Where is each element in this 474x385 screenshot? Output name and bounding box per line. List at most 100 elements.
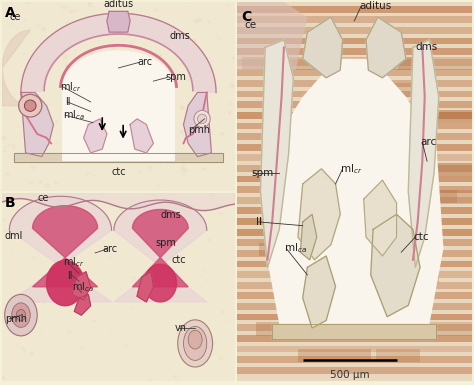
Ellipse shape bbox=[193, 20, 195, 23]
Ellipse shape bbox=[137, 67, 139, 69]
Ellipse shape bbox=[40, 27, 46, 31]
Ellipse shape bbox=[43, 302, 46, 304]
Polygon shape bbox=[399, 110, 474, 123]
Polygon shape bbox=[261, 40, 293, 268]
Polygon shape bbox=[63, 51, 174, 161]
Text: pmh: pmh bbox=[5, 314, 27, 324]
Ellipse shape bbox=[154, 183, 155, 184]
Ellipse shape bbox=[200, 146, 201, 147]
Ellipse shape bbox=[205, 279, 209, 281]
Ellipse shape bbox=[221, 310, 224, 314]
Ellipse shape bbox=[151, 129, 156, 133]
Ellipse shape bbox=[219, 212, 223, 215]
Ellipse shape bbox=[54, 182, 58, 185]
Ellipse shape bbox=[79, 29, 83, 33]
Polygon shape bbox=[371, 243, 422, 256]
Ellipse shape bbox=[129, 41, 134, 44]
Polygon shape bbox=[137, 272, 153, 302]
Polygon shape bbox=[237, 112, 472, 119]
Polygon shape bbox=[368, 84, 413, 97]
Ellipse shape bbox=[57, 207, 61, 211]
Ellipse shape bbox=[44, 184, 50, 188]
Ellipse shape bbox=[138, 171, 141, 174]
Ellipse shape bbox=[30, 353, 33, 355]
Polygon shape bbox=[237, 16, 472, 23]
Ellipse shape bbox=[6, 318, 8, 321]
Ellipse shape bbox=[55, 142, 59, 145]
Text: dml: dml bbox=[5, 231, 23, 241]
Ellipse shape bbox=[175, 331, 181, 334]
Ellipse shape bbox=[173, 77, 177, 81]
Polygon shape bbox=[83, 119, 107, 153]
Ellipse shape bbox=[60, 262, 64, 264]
Ellipse shape bbox=[14, 157, 16, 159]
Polygon shape bbox=[298, 269, 423, 283]
Polygon shape bbox=[237, 59, 472, 65]
Ellipse shape bbox=[148, 170, 151, 171]
Text: ce: ce bbox=[9, 12, 21, 22]
Ellipse shape bbox=[4, 146, 7, 148]
Polygon shape bbox=[237, 101, 472, 108]
Ellipse shape bbox=[131, 132, 133, 134]
Polygon shape bbox=[298, 349, 371, 362]
Ellipse shape bbox=[33, 257, 36, 259]
Polygon shape bbox=[310, 296, 424, 309]
Ellipse shape bbox=[110, 146, 115, 150]
Polygon shape bbox=[132, 209, 188, 287]
Polygon shape bbox=[237, 229, 472, 236]
Ellipse shape bbox=[69, 9, 74, 14]
Text: spm: spm bbox=[155, 238, 176, 248]
Ellipse shape bbox=[30, 33, 32, 35]
Ellipse shape bbox=[74, 50, 76, 52]
Polygon shape bbox=[237, 48, 472, 55]
Ellipse shape bbox=[229, 83, 235, 89]
Polygon shape bbox=[356, 296, 425, 309]
Ellipse shape bbox=[87, 2, 92, 7]
Ellipse shape bbox=[198, 114, 207, 124]
Polygon shape bbox=[356, 137, 428, 150]
Text: ctc: ctc bbox=[413, 232, 428, 242]
Ellipse shape bbox=[70, 254, 72, 258]
Polygon shape bbox=[183, 92, 211, 157]
Ellipse shape bbox=[199, 319, 202, 322]
Polygon shape bbox=[365, 269, 439, 283]
Ellipse shape bbox=[103, 234, 105, 236]
Ellipse shape bbox=[3, 150, 7, 152]
Text: A: A bbox=[5, 6, 16, 20]
Ellipse shape bbox=[35, 93, 38, 96]
Ellipse shape bbox=[160, 163, 162, 165]
Polygon shape bbox=[358, 190, 457, 203]
Ellipse shape bbox=[204, 316, 207, 318]
Ellipse shape bbox=[74, 10, 78, 12]
Ellipse shape bbox=[40, 195, 44, 198]
Ellipse shape bbox=[123, 344, 128, 348]
Ellipse shape bbox=[65, 22, 67, 24]
Ellipse shape bbox=[148, 166, 153, 169]
Ellipse shape bbox=[219, 357, 223, 360]
Polygon shape bbox=[366, 17, 406, 78]
Ellipse shape bbox=[55, 120, 58, 122]
Text: spm: spm bbox=[251, 167, 273, 177]
Ellipse shape bbox=[208, 205, 210, 206]
Ellipse shape bbox=[119, 209, 122, 211]
Ellipse shape bbox=[131, 308, 134, 310]
Polygon shape bbox=[33, 206, 98, 287]
Polygon shape bbox=[2, 192, 235, 381]
Ellipse shape bbox=[169, 246, 173, 249]
Polygon shape bbox=[320, 84, 395, 97]
Ellipse shape bbox=[188, 1, 191, 3]
Ellipse shape bbox=[101, 98, 107, 103]
Polygon shape bbox=[374, 216, 422, 229]
Ellipse shape bbox=[67, 20, 70, 22]
Ellipse shape bbox=[147, 124, 152, 127]
Ellipse shape bbox=[28, 207, 31, 209]
Ellipse shape bbox=[173, 70, 178, 74]
Text: C: C bbox=[242, 10, 252, 23]
Ellipse shape bbox=[169, 293, 173, 296]
Text: ml$_{ca}$: ml$_{ca}$ bbox=[284, 241, 307, 255]
Text: ll: ll bbox=[65, 97, 71, 107]
Polygon shape bbox=[237, 144, 472, 151]
Ellipse shape bbox=[186, 76, 191, 81]
Polygon shape bbox=[301, 214, 317, 260]
Polygon shape bbox=[237, 345, 472, 352]
